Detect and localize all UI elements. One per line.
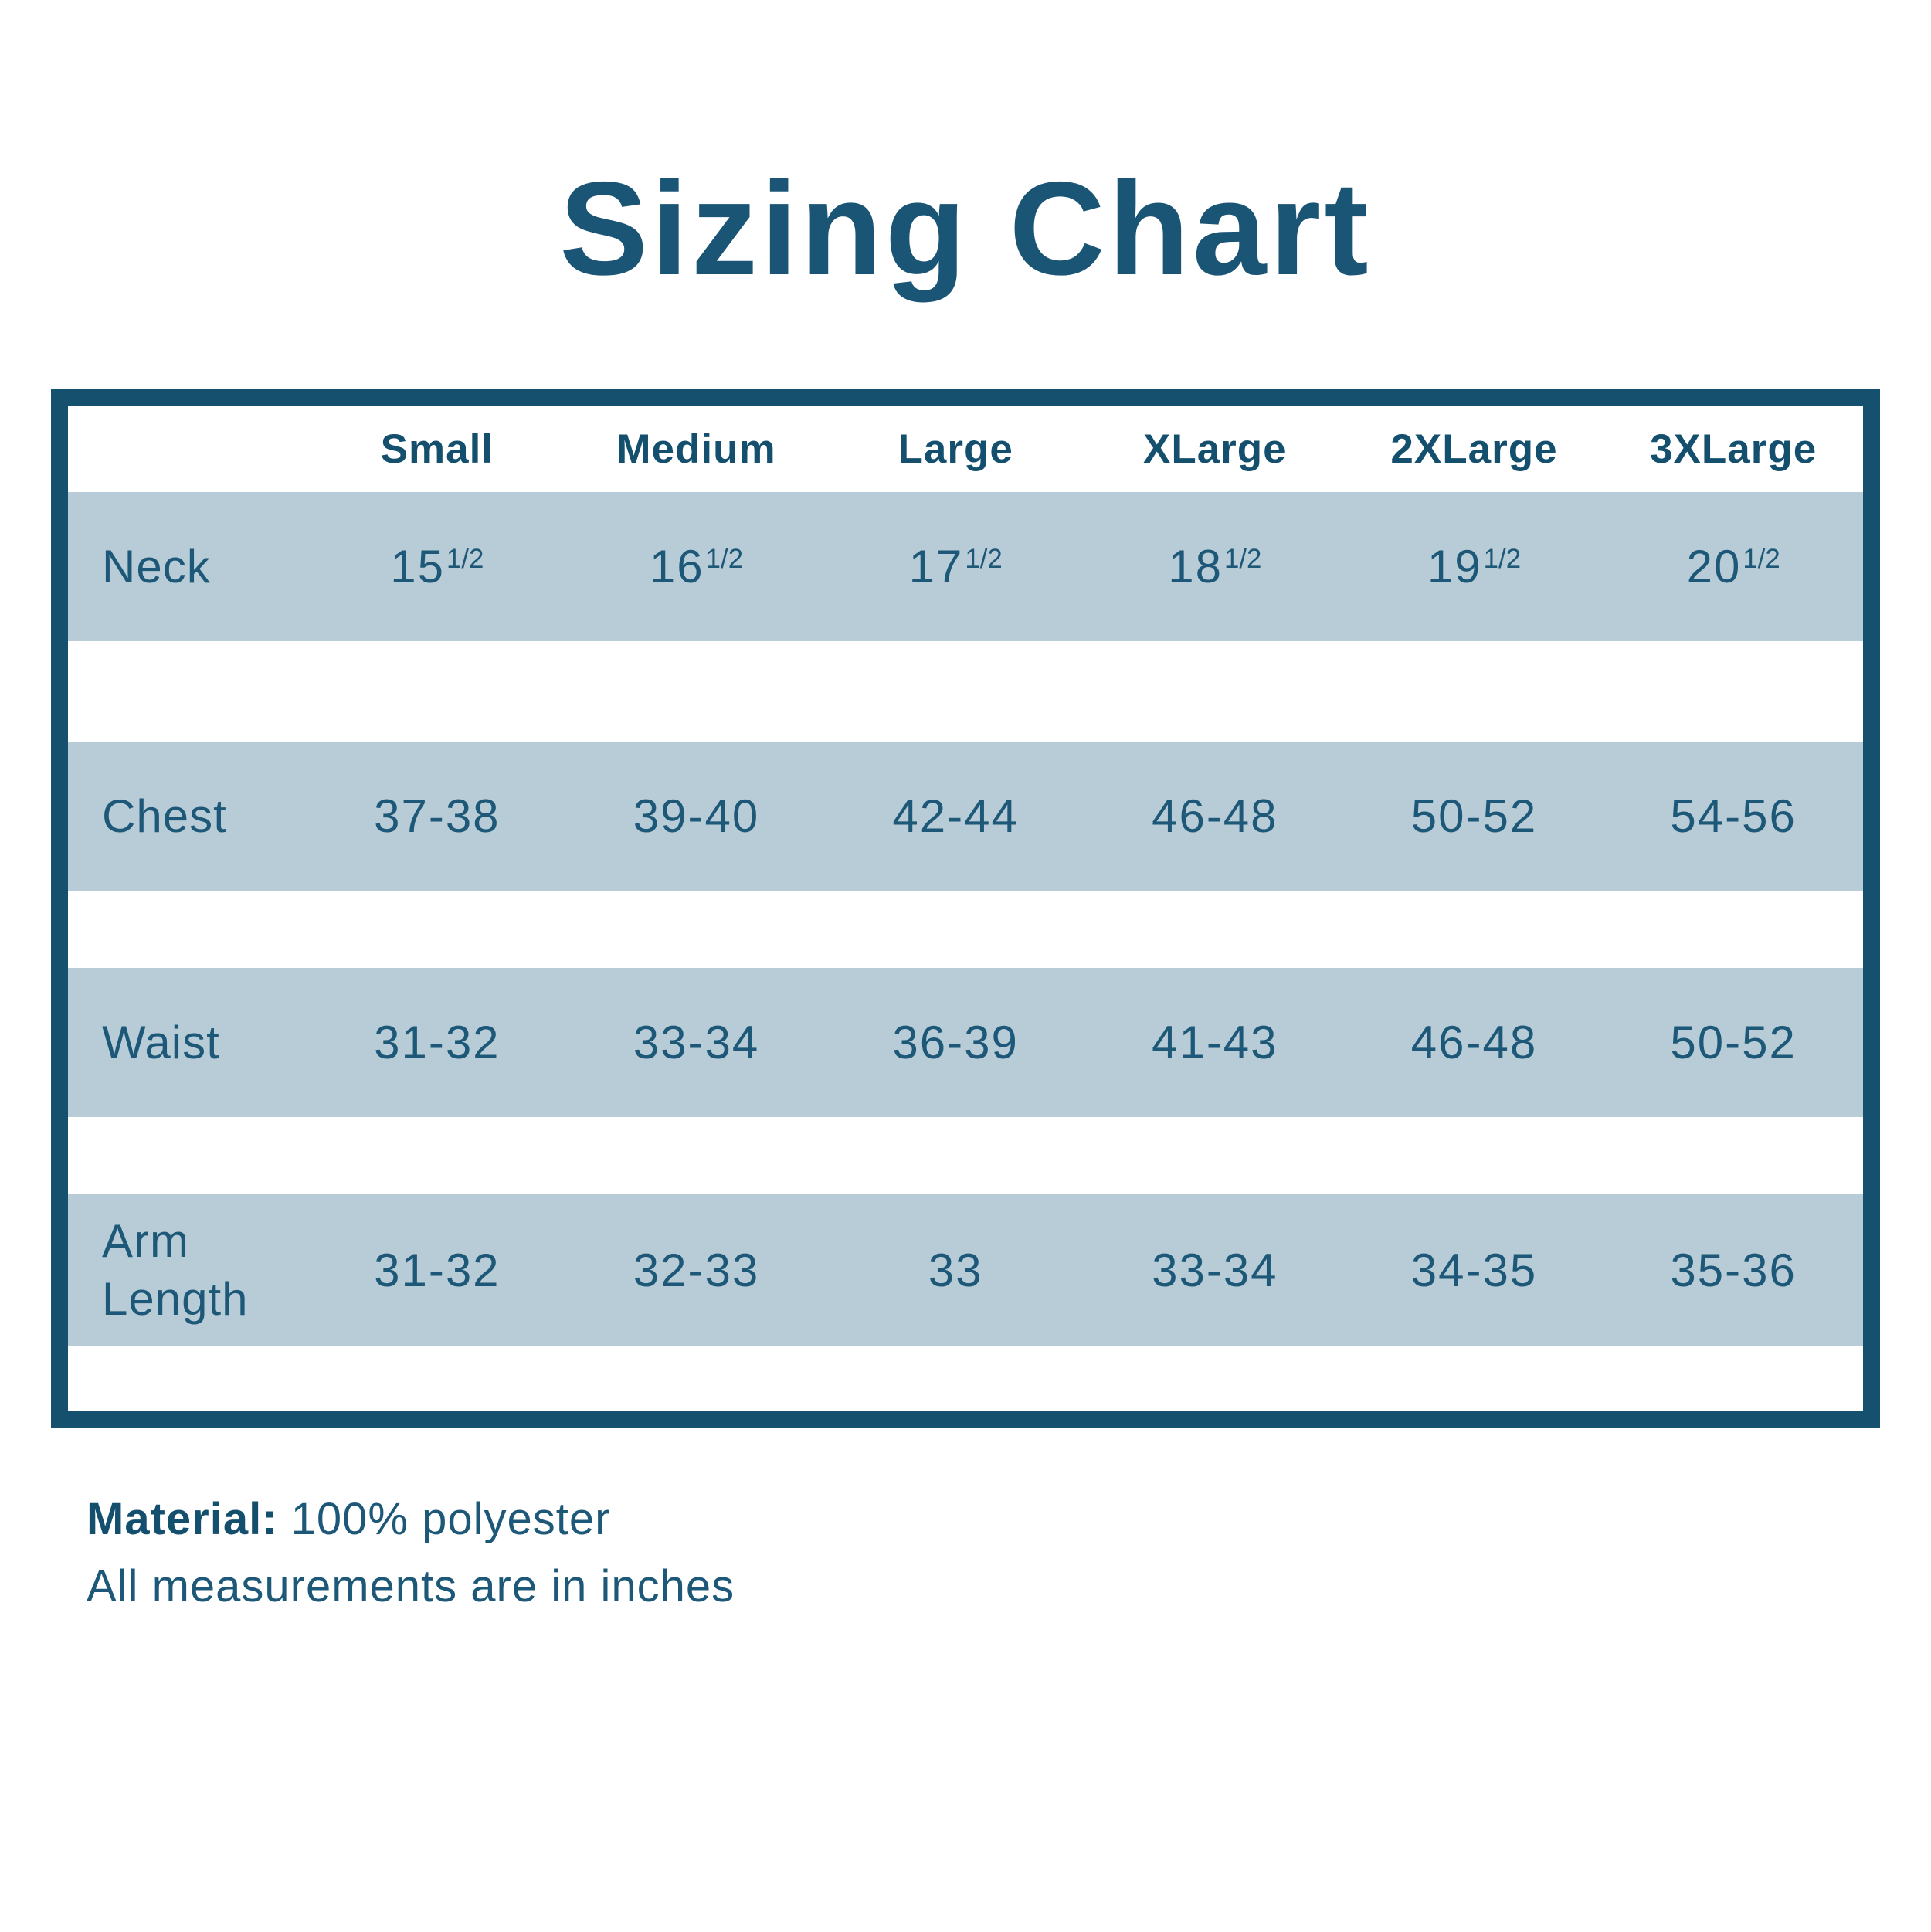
material-note: Material: 100% polyester bbox=[87, 1486, 1931, 1553]
column-header-xlarge: XLarge bbox=[1142, 426, 1287, 472]
cell-value: 18 bbox=[1168, 541, 1223, 593]
cell-waist-small: 31-32 bbox=[374, 1017, 501, 1068]
table-header-row: Small Medium Large XLarge 2XLarge 3XLarg… bbox=[68, 406, 1863, 492]
column-header-2xlarge: 2XLarge bbox=[1390, 426, 1558, 472]
cell-neck-xlarge: 181/2 bbox=[1085, 540, 1345, 593]
cell-value: 15 bbox=[390, 541, 446, 593]
cell-chest-medium: 39-40 bbox=[633, 790, 760, 842]
cell-arm-xlarge: 33-34 bbox=[1152, 1244, 1278, 1296]
column-header-large: Large bbox=[898, 426, 1013, 472]
cell-arm-small: 31-32 bbox=[374, 1244, 501, 1296]
cell-value: 20 bbox=[1686, 541, 1742, 593]
row-label-neck: Neck bbox=[102, 541, 211, 593]
row-gap bbox=[68, 1117, 1863, 1194]
row-gap bbox=[68, 641, 1863, 742]
cell-neck-3xlarge: 201/2 bbox=[1604, 540, 1863, 593]
fraction-superscript: 1/2 bbox=[1743, 543, 1780, 574]
fraction-superscript: 1/2 bbox=[1483, 543, 1522, 574]
table-row-arm-length: Arm Length 31-32 32-33 33 33-34 34-35 35… bbox=[68, 1194, 1863, 1346]
cell-arm-2xlarge: 34-35 bbox=[1410, 1244, 1538, 1296]
cell-neck-small: 151/2 bbox=[307, 540, 567, 593]
cell-chest-large: 42-44 bbox=[892, 790, 1019, 842]
material-label: Material: bbox=[87, 1494, 278, 1544]
cell-chest-small: 37-38 bbox=[374, 790, 501, 842]
cell-arm-medium: 32-33 bbox=[633, 1244, 760, 1296]
cell-chest-3xlarge: 54-56 bbox=[1670, 790, 1797, 842]
cell-chest-xlarge: 46-48 bbox=[1152, 790, 1278, 842]
column-header-3xlarge: 3XLarge bbox=[1650, 426, 1817, 472]
footer-notes: Material: 100% polyester All measurement… bbox=[87, 1486, 1931, 1620]
cell-value: 17 bbox=[908, 541, 964, 593]
fraction-superscript: 1/2 bbox=[965, 543, 1003, 574]
cell-waist-xlarge: 41-43 bbox=[1152, 1017, 1278, 1068]
row-label-chest: Chest bbox=[102, 790, 227, 842]
material-value: 100% polyester bbox=[290, 1494, 611, 1544]
cell-arm-large: 33 bbox=[928, 1244, 983, 1296]
table-row-chest: Chest 37-38 39-40 42-44 46-48 50-52 54-5… bbox=[68, 742, 1863, 891]
cell-waist-2xlarge: 46-48 bbox=[1410, 1017, 1538, 1068]
table-row-waist: Waist 31-32 33-34 36-39 41-43 46-48 50-5… bbox=[68, 968, 1863, 1117]
cell-waist-large: 36-39 bbox=[892, 1017, 1019, 1068]
column-header-small: Small bbox=[380, 426, 494, 472]
row-label-waist: Waist bbox=[102, 1017, 220, 1068]
row-gap bbox=[68, 1346, 1863, 1411]
sizing-table: Small Medium Large XLarge 2XLarge 3XLarg… bbox=[51, 389, 1880, 1428]
cell-value: 16 bbox=[649, 541, 704, 593]
cell-waist-3xlarge: 50-52 bbox=[1670, 1017, 1797, 1068]
row-label-arm-length: Arm Length bbox=[102, 1215, 249, 1325]
fraction-superscript: 1/2 bbox=[446, 543, 484, 574]
cell-value: 19 bbox=[1427, 541, 1482, 593]
cell-neck-large: 171/2 bbox=[826, 540, 1085, 593]
cell-neck-medium: 161/2 bbox=[567, 540, 826, 593]
cell-chest-2xlarge: 50-52 bbox=[1410, 790, 1538, 842]
fraction-superscript: 1/2 bbox=[705, 543, 744, 574]
column-header-medium: Medium bbox=[616, 426, 776, 472]
page-title: Sizing Chart bbox=[559, 154, 1372, 303]
fraction-superscript: 1/2 bbox=[1224, 543, 1262, 574]
row-gap bbox=[68, 891, 1863, 968]
cell-waist-medium: 33-34 bbox=[633, 1017, 760, 1068]
cell-arm-3xlarge: 35-36 bbox=[1670, 1244, 1797, 1296]
table-row-neck: Neck 151/2 161/2 171/2 181/2 191/2 201/2 bbox=[68, 492, 1863, 641]
cell-neck-2xlarge: 191/2 bbox=[1345, 540, 1604, 593]
measurements-note: All measurements are in inches bbox=[87, 1561, 735, 1611]
